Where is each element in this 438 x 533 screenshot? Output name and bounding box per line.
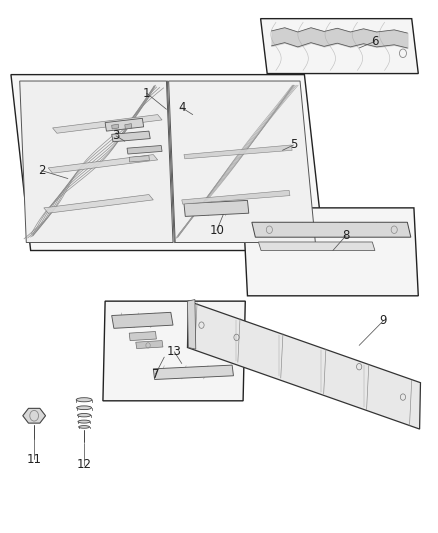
Polygon shape [182,190,290,204]
Polygon shape [20,81,173,243]
Polygon shape [125,124,132,129]
Polygon shape [11,75,324,251]
Polygon shape [187,301,420,429]
Text: 13: 13 [167,345,182,358]
Text: 3: 3 [113,130,120,142]
Polygon shape [129,332,156,341]
Ellipse shape [78,414,91,417]
Polygon shape [129,156,149,162]
Polygon shape [153,365,233,379]
Text: 5: 5 [290,139,297,151]
Text: 6: 6 [371,35,378,48]
Polygon shape [44,195,153,213]
Ellipse shape [76,398,92,402]
Polygon shape [112,124,119,129]
Polygon shape [48,155,158,173]
Text: 7: 7 [152,368,159,381]
Ellipse shape [79,426,89,428]
Text: 10: 10 [209,224,224,237]
Polygon shape [105,118,144,131]
Polygon shape [261,19,418,74]
Text: 2: 2 [38,164,46,177]
Polygon shape [112,131,150,142]
Polygon shape [23,408,46,423]
Polygon shape [136,341,163,349]
Polygon shape [252,222,411,237]
Polygon shape [169,81,315,243]
Polygon shape [258,242,375,251]
Polygon shape [184,200,249,216]
Polygon shape [187,300,196,349]
Text: 11: 11 [27,453,42,466]
Polygon shape [112,312,173,328]
Polygon shape [243,208,418,296]
Text: 1: 1 [143,87,151,100]
Text: 4: 4 [178,101,186,114]
Text: 12: 12 [77,458,92,471]
Polygon shape [103,301,245,401]
Ellipse shape [78,420,90,423]
Polygon shape [184,145,292,159]
Polygon shape [127,146,162,154]
Text: 9: 9 [379,314,387,327]
Polygon shape [53,115,162,133]
Ellipse shape [77,406,92,409]
Text: 8: 8 [343,229,350,242]
